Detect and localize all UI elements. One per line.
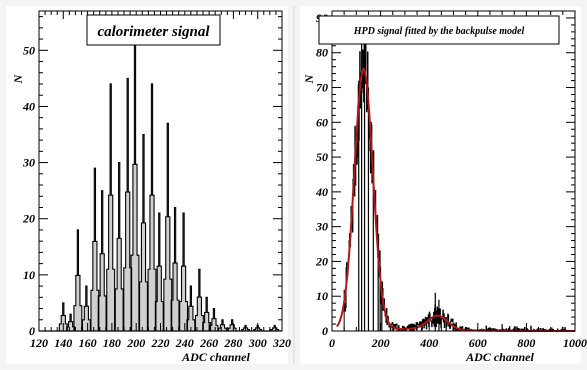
x-tick-label: 1000: [563, 336, 587, 350]
y-tick-label: 10: [23, 268, 35, 282]
x-tick-label: 300: [248, 336, 267, 350]
y-axis-label: N: [11, 73, 25, 84]
x-tick-label: 200: [126, 336, 145, 350]
x-tick-label: 600: [469, 336, 487, 350]
x-tick-label: 240: [175, 336, 194, 350]
histogram-fill: [59, 27, 279, 332]
y-tick-label: 50: [316, 150, 328, 164]
y-tick-label: 0: [29, 324, 35, 338]
y-tick-label: 10: [316, 289, 328, 303]
x-tick-label: 140: [54, 336, 72, 350]
y-axis-label: N: [302, 73, 316, 84]
title-frame: [318, 15, 560, 45]
plot-area: [332, 26, 576, 332]
x-tick-label: 220: [151, 336, 170, 350]
chart-title: calorimeter signal: [97, 24, 210, 40]
y-tick-label: 40: [22, 99, 35, 113]
tick-labels: 020040060080010000102030405060708090: [315, 11, 587, 350]
y-tick-label: 20: [22, 212, 35, 226]
x-tick-label: 180: [103, 336, 121, 350]
x-tick-label: 320: [272, 336, 291, 350]
x-tick-label: 280: [223, 336, 242, 350]
axis-ticks: [38, 11, 283, 332]
title-frame: [86, 14, 221, 46]
x-tick-label: 120: [30, 336, 48, 350]
x-tick-label: 800: [517, 336, 535, 350]
chart-title-box: calorimeter signal: [86, 14, 221, 46]
y-tick-label: 20: [315, 254, 328, 268]
y-tick-label: 30: [22, 156, 35, 170]
chart-background: [300, 6, 581, 364]
x-tick-label: 0: [329, 336, 335, 350]
x-tick-label: 260: [199, 336, 218, 350]
y-tick-label: 0: [322, 324, 328, 338]
x-tick-label: 160: [79, 336, 97, 350]
hpd-chart: 020040060080010000102030405060708090 HPD…: [300, 6, 587, 364]
chart-title-box: HPD signal fitted by the backpulse model: [318, 15, 560, 45]
y-tick-label: 60: [316, 115, 328, 129]
x-axis-label: ADC channel: [181, 350, 250, 364]
y-tick-label: 40: [315, 185, 328, 199]
y-tick-label: 80: [316, 46, 328, 60]
y-tick-label: 30: [315, 220, 328, 234]
tick-labels: 120 140 160 180 200 220 240 260 280 300 320 0 10 20 30…: [22, 43, 291, 350]
x-axis-label: ADC channel: [465, 350, 534, 364]
chart-title: HPD signal fitted by the backpulse model: [353, 26, 525, 37]
y-tick-label: 70: [316, 81, 328, 95]
x-tick-label: 200: [371, 336, 390, 350]
y-tick-label: 50: [23, 43, 35, 57]
x-tick-label: 400: [419, 336, 438, 350]
calorimeter-chart: 120 140 160 180 200 220 240 260 280 300 320 0 10 20 30…: [6, 6, 291, 364]
histogram-outline: [58, 27, 280, 331]
